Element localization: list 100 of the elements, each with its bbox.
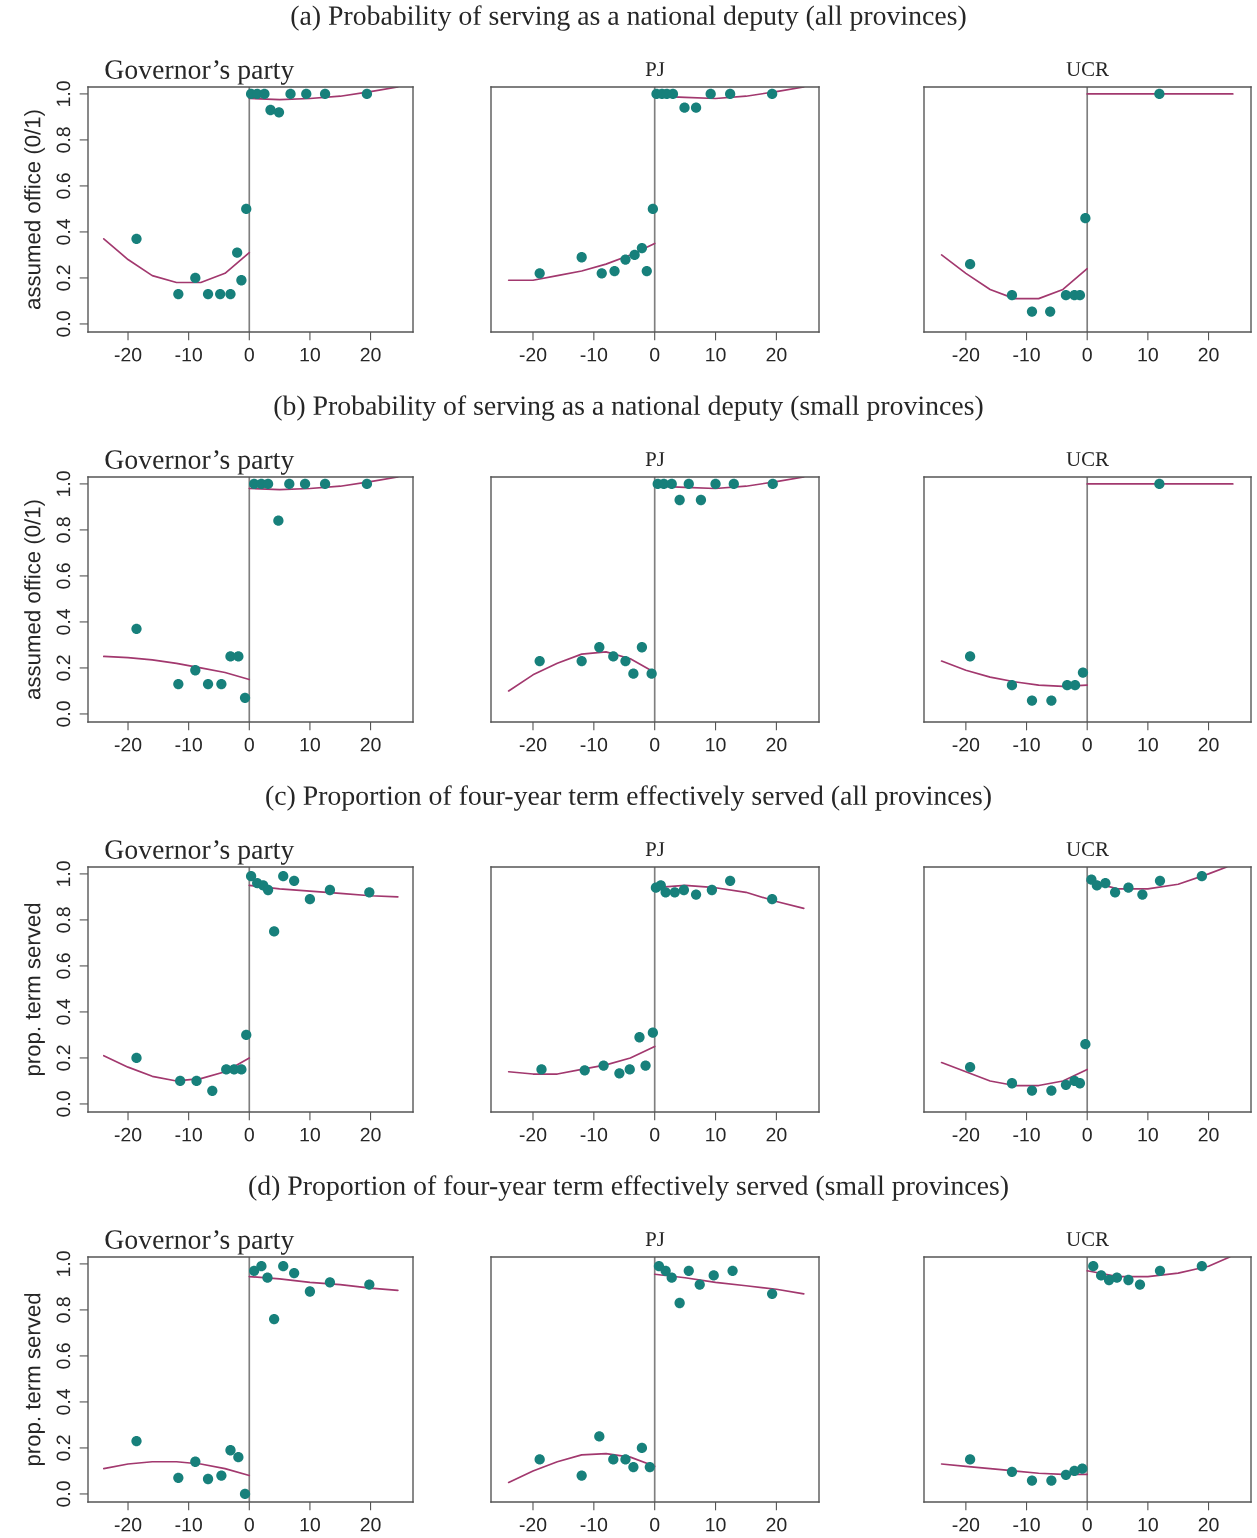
point xyxy=(644,1461,655,1473)
x-tick-label: -20 xyxy=(952,737,980,752)
point xyxy=(594,1431,605,1442)
point xyxy=(534,655,545,667)
point xyxy=(766,894,778,905)
point xyxy=(259,88,270,100)
point xyxy=(608,651,619,662)
point xyxy=(1026,1085,1038,1096)
point xyxy=(216,678,227,690)
point xyxy=(324,1277,336,1288)
point xyxy=(1111,1272,1123,1283)
chart-subtitle: UCR xyxy=(1066,842,1109,857)
point xyxy=(319,478,331,490)
point xyxy=(245,871,257,882)
point xyxy=(1123,1274,1134,1286)
point xyxy=(248,1265,260,1276)
point xyxy=(361,88,373,100)
point xyxy=(576,655,587,667)
chart-subtitle: UCR xyxy=(1066,62,1109,77)
point xyxy=(239,692,251,703)
point xyxy=(725,88,736,100)
point xyxy=(1154,478,1165,490)
point xyxy=(647,203,659,215)
x-tick-label: -10 xyxy=(1013,737,1040,752)
line-series xyxy=(102,655,251,681)
point xyxy=(1088,1261,1099,1272)
point xyxy=(262,884,274,896)
point xyxy=(239,1488,251,1500)
point xyxy=(609,265,620,277)
x-tick-label: 20 xyxy=(360,1517,381,1532)
x-tick-label: 0 xyxy=(650,1517,660,1532)
point xyxy=(1154,875,1166,886)
x-tick-label: 10 xyxy=(1138,1517,1158,1532)
point xyxy=(1096,1270,1107,1281)
point xyxy=(175,1075,186,1087)
point xyxy=(289,1267,300,1279)
x-tick-label: 20 xyxy=(1198,347,1219,362)
x-tick-label: 0 xyxy=(1082,1517,1092,1532)
x-tick-label: 0 xyxy=(244,1127,254,1142)
point xyxy=(695,494,707,506)
point xyxy=(1123,882,1134,893)
x-tick-label: -10 xyxy=(1013,1517,1040,1532)
chart-subtitle: Governor’s party xyxy=(105,840,295,865)
point xyxy=(256,1261,267,1272)
chart-subtitle: Governor’s party xyxy=(105,1230,295,1255)
text: (c) Proportion of four-year term effectively served (all provinces) xyxy=(266,785,991,811)
point xyxy=(262,1272,273,1283)
x-tick-label: 0 xyxy=(1082,1127,1092,1142)
x-tick-label: 0 xyxy=(650,1127,660,1142)
y-tick-label: 0.0 xyxy=(56,701,71,727)
point xyxy=(579,1065,590,1076)
point xyxy=(964,1454,976,1465)
x-tick-label: 10 xyxy=(300,737,320,752)
point xyxy=(1006,680,1018,691)
chart-subtitle: PJ xyxy=(645,62,665,77)
x-tick-label: -10 xyxy=(175,347,202,362)
point xyxy=(361,478,373,490)
x-tick-label: 10 xyxy=(300,347,320,362)
point xyxy=(620,1454,631,1465)
point xyxy=(1006,290,1018,301)
point xyxy=(608,1454,619,1465)
x-tick-label: -10 xyxy=(175,1517,202,1532)
point xyxy=(273,107,285,118)
x-tick-label: 0 xyxy=(244,737,254,752)
point xyxy=(1154,88,1165,100)
point xyxy=(534,1454,545,1465)
point xyxy=(241,1029,252,1041)
point xyxy=(1154,1265,1166,1276)
x-tick-label: 20 xyxy=(1198,737,1219,752)
y-tick-label: 0.8 xyxy=(56,1297,71,1323)
point xyxy=(766,88,778,100)
point xyxy=(598,1060,609,1071)
point xyxy=(678,884,690,896)
x-tick-label: 20 xyxy=(766,1127,787,1142)
point xyxy=(964,258,976,270)
point xyxy=(173,1472,184,1483)
point xyxy=(683,1265,694,1276)
point xyxy=(225,288,236,300)
y-tick-label: 0.4 xyxy=(56,1388,71,1415)
point xyxy=(1091,880,1103,891)
chart-subtitle: PJ xyxy=(645,842,665,857)
point xyxy=(620,254,631,265)
point xyxy=(679,102,690,113)
x-tick-label: 0 xyxy=(244,347,254,362)
chart-subtitle: Governor’s party xyxy=(105,450,295,475)
point xyxy=(636,642,648,653)
point xyxy=(236,1064,247,1075)
y-tick-label: 0.6 xyxy=(56,953,71,979)
point xyxy=(576,252,587,263)
point xyxy=(628,668,639,679)
point xyxy=(191,1075,202,1087)
point xyxy=(319,88,331,100)
point xyxy=(304,894,316,905)
x-tick-label: -20 xyxy=(519,1517,547,1532)
point xyxy=(1077,1463,1088,1474)
point xyxy=(202,678,214,690)
x-tick-label: 0 xyxy=(244,1517,254,1532)
y-tick-label: 0.8 xyxy=(56,907,71,933)
point xyxy=(236,275,247,286)
x-tick-label: 20 xyxy=(766,347,787,362)
